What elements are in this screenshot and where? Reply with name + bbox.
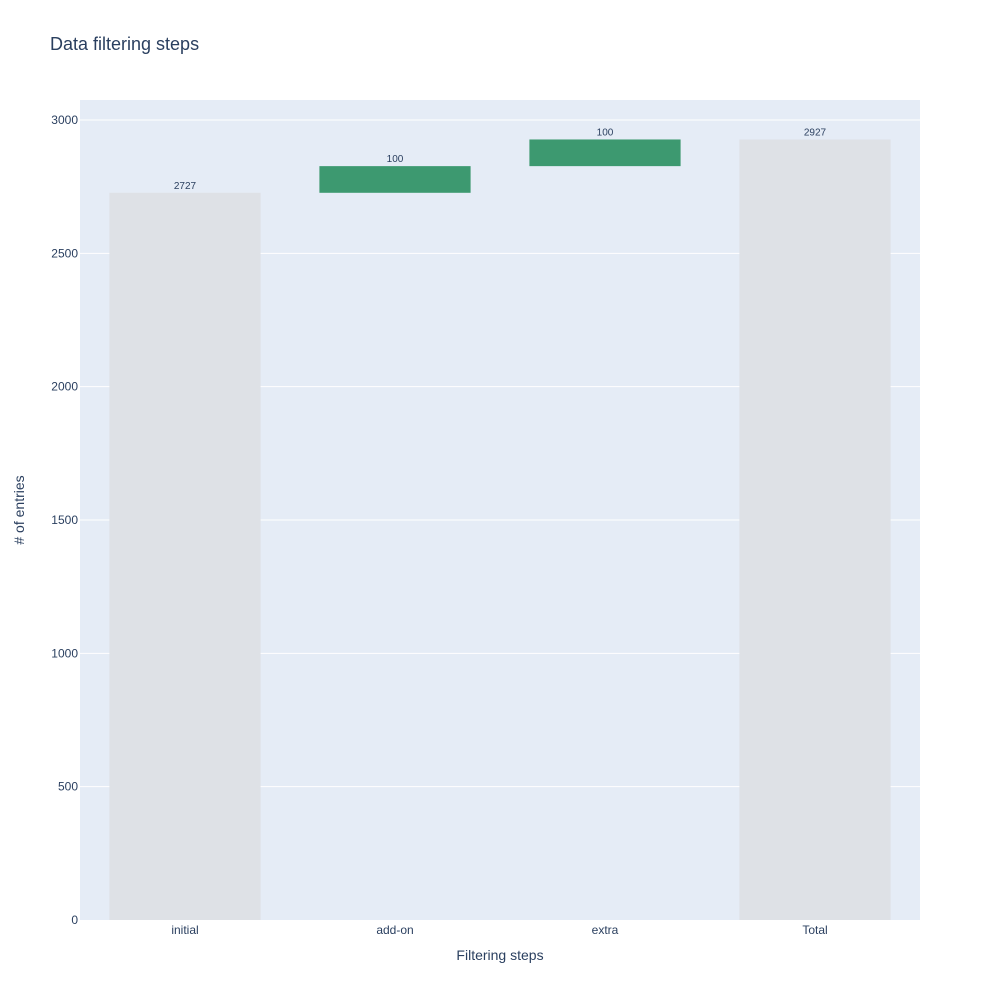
- y-tick-label: 2500: [51, 246, 78, 260]
- y-tick-label: 2000: [51, 380, 78, 394]
- bars: [109, 139, 891, 921]
- bar-value-label: 100: [597, 127, 614, 138]
- x-tick-label: add-on: [376, 923, 413, 937]
- x-tick-label: Total: [802, 923, 827, 937]
- y-axis-ticks: 0 500 1000 1500 2000 2500 3000: [51, 113, 78, 927]
- y-tick-label: 3000: [51, 113, 78, 127]
- x-tick-label: initial: [171, 923, 198, 937]
- bar-total: [739, 139, 891, 920]
- y-tick-label: 1500: [51, 513, 78, 527]
- bar-value-label: 2927: [804, 127, 827, 138]
- x-tick-label: extra: [592, 923, 619, 937]
- bar-add-on: [319, 166, 471, 193]
- bar-labels: 2727 100 100 2927: [174, 127, 827, 191]
- x-axis-ticks: initial add-on extra Total: [171, 923, 827, 937]
- chart-title: Data filtering steps: [50, 34, 199, 54]
- y-tick-label: 0: [71, 913, 78, 927]
- bar-value-label: 2727: [174, 181, 197, 192]
- x-axis-title: Filtering steps: [456, 947, 543, 963]
- y-axis-title: # of entries: [11, 475, 27, 544]
- bar-extra: [529, 139, 681, 167]
- y-tick-label: 1000: [51, 646, 78, 660]
- bar-initial: [109, 192, 261, 921]
- y-tick-label: 500: [58, 780, 78, 794]
- bar-value-label: 100: [387, 154, 404, 165]
